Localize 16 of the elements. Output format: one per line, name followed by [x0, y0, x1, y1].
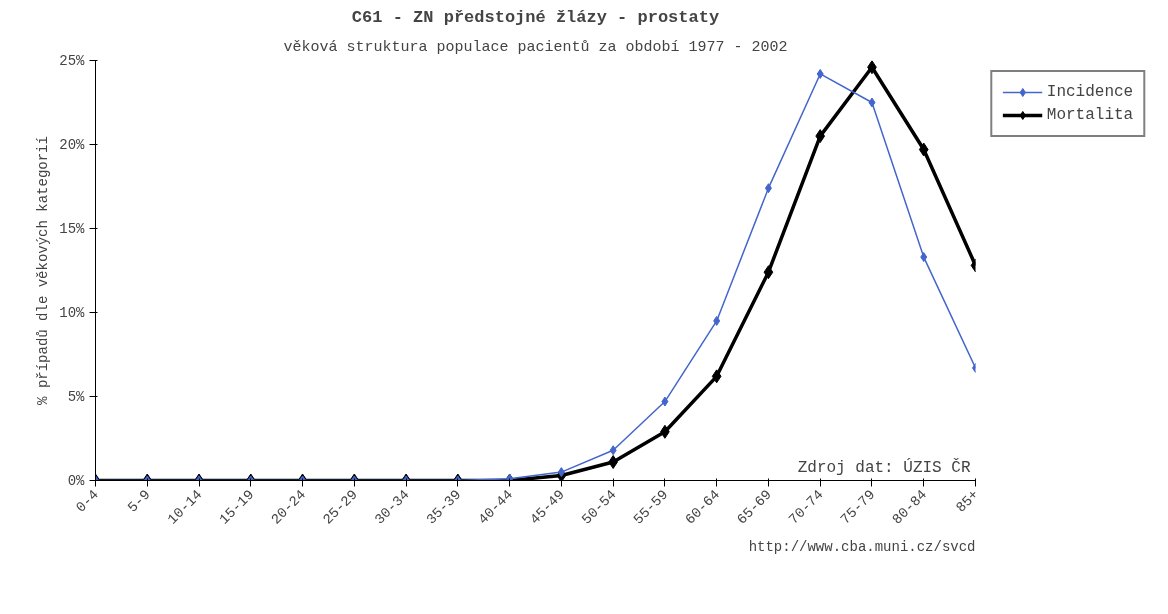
chart-title: C61 - ZN předstojné žlázy - prostaty	[351, 7, 720, 27]
annotation: Zdroj dat: ÚZIS ČR	[797, 457, 971, 477]
x-tick-label: 5-9	[124, 486, 154, 516]
y-tick-label: 5%	[67, 388, 86, 405]
y-tick-label: 10%	[59, 304, 86, 321]
legend-label: Mortalita	[1046, 106, 1134, 124]
x-tick-label: 85+	[952, 486, 982, 516]
chart-subtitle: věková struktura populace pacientů za období 1977 - 2002	[283, 38, 788, 56]
text: http://www.cba.muni.cz/svcd	[748, 538, 976, 555]
y-tick-label: 15%	[59, 220, 86, 237]
legend-label: Incidence	[1046, 83, 1134, 101]
x-tick-label: 0-4	[72, 486, 102, 516]
y-axis-title: % případů dle věkových kategorií	[35, 136, 52, 405]
y-tick-label: 0%	[67, 472, 86, 489]
y-tick-label: 25%	[59, 52, 86, 69]
y-tick-label: 20%	[59, 136, 86, 153]
